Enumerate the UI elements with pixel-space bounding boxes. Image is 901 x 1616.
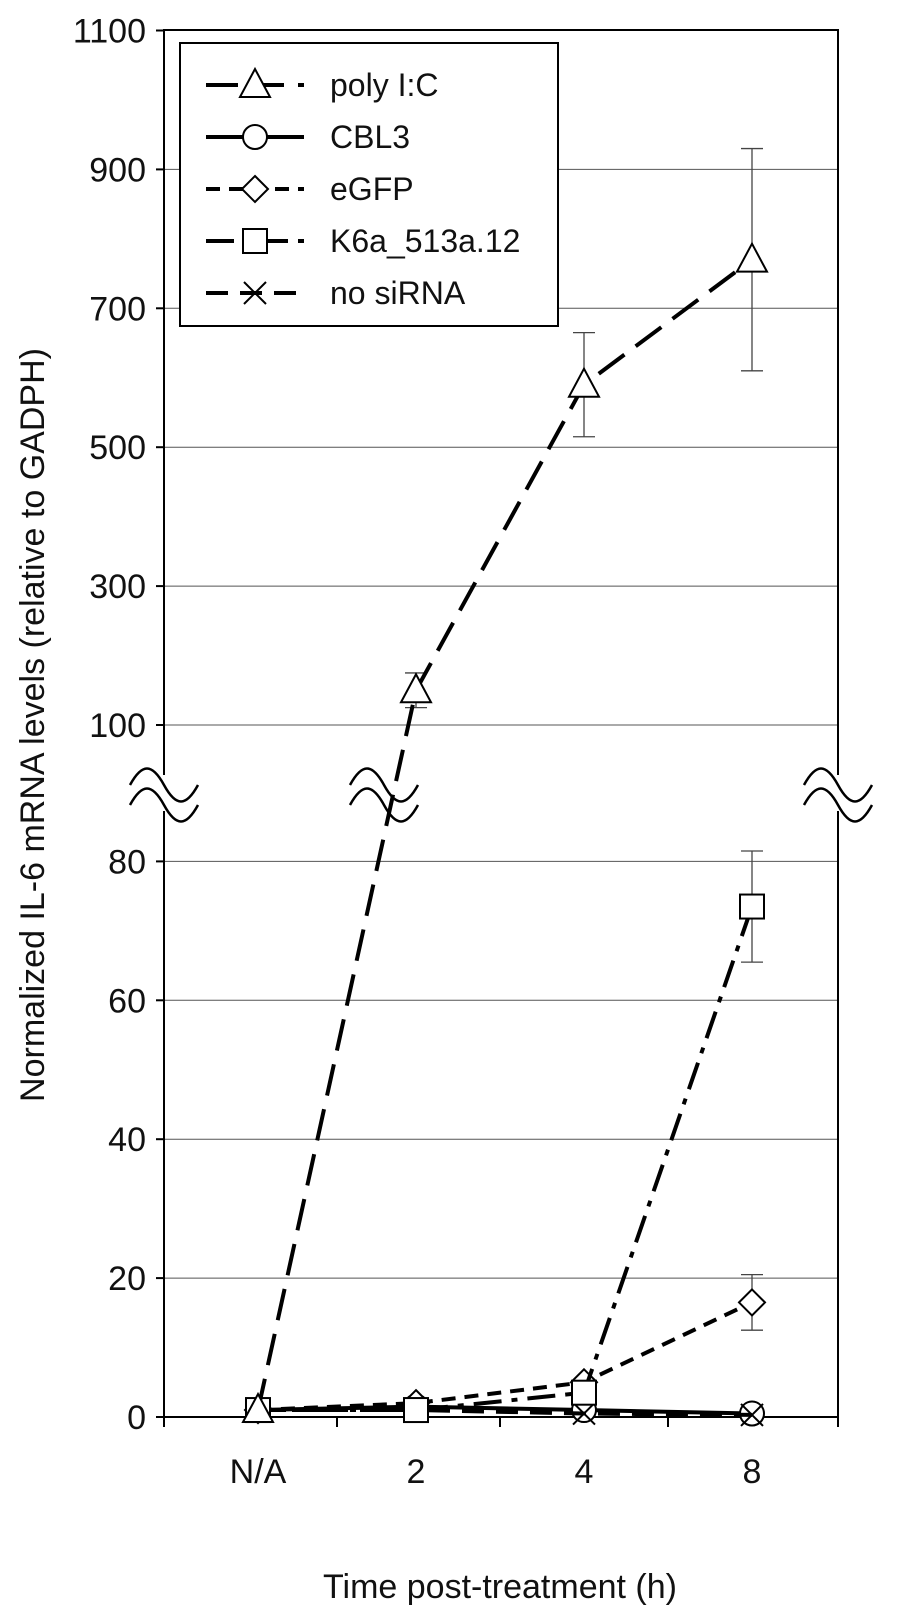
series-egfp: [243, 1273, 767, 1425]
y-tick-label: 0: [127, 1399, 146, 1437]
series-no-sirna: [246, 1398, 764, 1427]
data-point: [403, 1397, 429, 1424]
legend-marker: [242, 124, 268, 150]
data-point: [241, 1391, 275, 1424]
legend-marker: [238, 66, 272, 98]
x-stroke: [572, 1401, 596, 1426]
y-tick-label: 1100: [73, 13, 146, 51]
legend-label: CBL3: [330, 119, 410, 155]
plot-frame: [163, 29, 839, 1418]
y-tick-label: 80: [108, 843, 146, 881]
series-poly-i-c: [241, 147, 769, 1424]
y-tick-label: 500: [89, 429, 146, 467]
legend-marker: [240, 174, 270, 204]
data-point: [571, 1379, 597, 1406]
data-point: [572, 1401, 596, 1426]
y-tick-label: 700: [89, 290, 146, 328]
x-tick-label: N/A: [230, 1453, 287, 1491]
x-stroke: [243, 281, 267, 305]
y-tick-label: 60: [108, 982, 146, 1020]
legend-label: no siRNA: [330, 275, 466, 311]
y-tick-label: 20: [108, 1260, 146, 1298]
series-line: [256, 258, 754, 1411]
y-tick-label: 40: [108, 1121, 146, 1159]
x-tick-label: 4: [575, 1453, 594, 1491]
break-mark: [802, 787, 874, 823]
break-mark: [802, 767, 874, 803]
legend-label: poly I:C: [330, 67, 438, 103]
y-tick-labels: 0 20 40 60 80 100 300 500 700 900 1100: [73, 13, 146, 1438]
y-tick-label: 900: [89, 151, 146, 189]
x-stroke: [740, 1403, 764, 1427]
data-point: [739, 893, 765, 920]
series-layer: [241, 147, 769, 1427]
break-mark: [348, 767, 420, 803]
x-tick-label: 2: [407, 1453, 426, 1491]
x-tick-labels: N/A 2 4 8: [230, 1453, 762, 1491]
break-mark: [348, 787, 420, 823]
data-point: [399, 672, 433, 704]
y-tick-label: 100: [89, 707, 146, 745]
series-line: [258, 905, 754, 1413]
y-tick-label: 300: [89, 568, 146, 606]
legend-label: K6a_513a.12: [330, 223, 520, 259]
data-point: [567, 366, 601, 398]
x-axis-title: Time post-treatment (h): [323, 1568, 677, 1606]
data-point: [737, 1287, 767, 1317]
series-line: [257, 1300, 753, 1413]
break-mark: [128, 787, 200, 823]
legend-marker: [243, 281, 267, 305]
series-k6a-513a-12: [245, 850, 765, 1424]
y-axis-title: Normalized IL-6 mRNA levels (relative to…: [14, 348, 52, 1102]
break-mark: [128, 767, 200, 803]
data-point: [735, 241, 769, 273]
data-point: [740, 1403, 764, 1427]
legend-label: eGFP: [330, 171, 414, 207]
legend-marker: [242, 228, 268, 254]
axis-break-marks: [128, 767, 874, 823]
x-tick-label: 8: [743, 1453, 762, 1491]
